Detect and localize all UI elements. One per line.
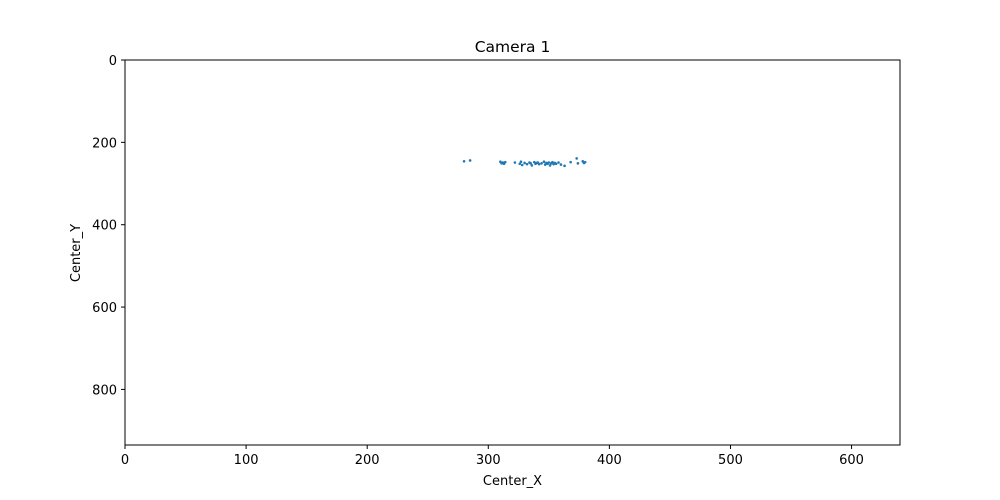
y-tick-label: 400: [92, 219, 117, 234]
data-point: [537, 162, 541, 166]
data-point: [468, 159, 472, 162]
y-tick-label: 200: [92, 136, 117, 151]
data-point: [462, 159, 466, 163]
data-point: [557, 161, 560, 164]
data-point: [518, 162, 522, 166]
data-point: [530, 164, 534, 167]
data-point: [540, 162, 543, 165]
data-point: [542, 160, 546, 164]
x-axis-label: Center_X: [483, 474, 542, 489]
y-tick-label: 0: [109, 54, 117, 69]
y-axis-label: Center_Y: [69, 224, 84, 282]
data-points: [462, 157, 587, 168]
data-point: [569, 160, 572, 164]
x-tick-label: 100: [234, 453, 259, 468]
data-point: [513, 161, 517, 164]
data-point: [525, 162, 529, 166]
data-point: [551, 160, 554, 164]
data-point: [575, 157, 578, 160]
y-tick-label: 800: [92, 383, 117, 398]
data-point: [559, 163, 563, 166]
data-point: [548, 164, 552, 167]
data-point: [520, 163, 524, 167]
data-point: [547, 161, 551, 164]
x-tick-label: 600: [839, 453, 864, 468]
x-axis-ticks: 0 100 200 300 400 500 600: [121, 445, 864, 468]
chart-title: Camera 1: [475, 38, 551, 56]
x-tick-label: 0: [121, 453, 129, 468]
x-tick-label: 400: [597, 453, 622, 468]
x-tick-label: 200: [355, 453, 380, 468]
data-point: [529, 162, 532, 165]
data-point: [563, 164, 566, 168]
plot-area-frame: [124, 59, 901, 446]
data-point: [554, 162, 558, 166]
x-tick-label: 300: [476, 453, 501, 468]
y-tick-label: 600: [92, 301, 117, 316]
data-point: [519, 160, 523, 164]
data-point: [576, 162, 580, 165]
data-point: [523, 161, 526, 165]
y-axis-ticks: 0 200 400 600 800: [92, 54, 125, 398]
data-point: [583, 160, 587, 164]
data-point: [503, 160, 507, 164]
x-tick-label: 500: [718, 453, 743, 468]
